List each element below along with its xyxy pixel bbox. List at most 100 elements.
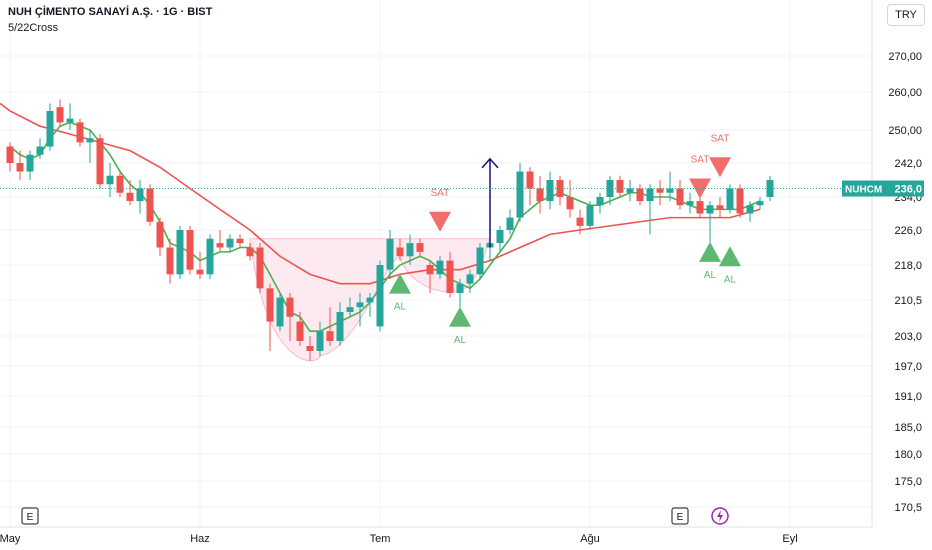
candle	[446, 251, 454, 298]
candle	[586, 201, 594, 230]
candle-body	[156, 221, 164, 248]
candle	[176, 225, 184, 279]
candle	[506, 209, 514, 235]
candle	[756, 197, 764, 210]
candle	[676, 180, 684, 210]
candle-body	[566, 197, 574, 210]
candle-body	[606, 180, 614, 197]
candle	[66, 103, 74, 130]
candle	[736, 184, 744, 218]
buy-signal-marker	[389, 273, 411, 294]
candle	[296, 312, 304, 346]
candle-body	[396, 247, 404, 257]
candle-body	[176, 230, 184, 275]
candle-body	[296, 321, 304, 341]
earnings-icon[interactable]: E	[671, 507, 689, 525]
candle	[606, 175, 614, 206]
candle	[416, 238, 424, 257]
candle	[336, 302, 344, 346]
candle-body	[276, 297, 284, 327]
candle-body	[436, 260, 444, 275]
candle-body	[736, 188, 744, 214]
candle	[56, 99, 64, 127]
candle-body	[526, 171, 534, 189]
candle-body	[546, 180, 554, 202]
candle	[746, 201, 754, 222]
candle-body	[726, 188, 734, 210]
earnings-icon[interactable]: E	[21, 507, 39, 525]
indicator-label[interactable]: 5/22Cross	[8, 22, 59, 34]
candle	[636, 184, 644, 206]
price-tick-label: 242,0	[894, 158, 922, 170]
candle	[236, 234, 244, 248]
candle-body	[376, 265, 384, 327]
candle	[306, 336, 314, 361]
candle-body	[656, 188, 664, 193]
candle-body	[106, 175, 114, 185]
candle	[86, 130, 94, 163]
candle	[186, 225, 194, 275]
lightning-icon[interactable]	[711, 507, 729, 525]
candle	[166, 238, 174, 284]
candle-body	[246, 247, 254, 257]
candle	[16, 150, 24, 180]
candle-body	[716, 205, 724, 210]
candle	[6, 142, 14, 172]
candle	[156, 217, 164, 257]
candle-body	[646, 188, 654, 202]
candle-body	[186, 230, 194, 270]
candle-body	[116, 175, 124, 193]
candle	[596, 192, 604, 214]
candle	[206, 234, 214, 279]
candle-body	[706, 205, 714, 214]
candle	[666, 171, 674, 202]
candle-body	[166, 247, 174, 275]
candle	[536, 175, 544, 214]
candle-body	[356, 302, 364, 308]
symbol-tag-symbol: NUHCM	[845, 185, 882, 196]
candle-body	[256, 247, 264, 289]
candle	[326, 307, 334, 346]
candle	[196, 251, 204, 279]
candle	[476, 243, 484, 279]
candle	[116, 171, 124, 197]
candle-body	[636, 188, 644, 202]
candle	[456, 279, 464, 308]
sell-signal-label: SAT	[691, 155, 710, 166]
candle	[566, 180, 574, 218]
sell-signal-label: SAT	[431, 188, 450, 199]
price-axis[interactable]: 270,00260,00250,00242,0234,0226,0218,021…	[888, 51, 922, 514]
candle-body	[346, 307, 354, 312]
candle-body	[316, 331, 324, 351]
currency-button[interactable]: TRY	[887, 4, 925, 26]
sell-signal-marker	[709, 157, 731, 178]
candle	[136, 180, 144, 214]
candle	[26, 150, 34, 180]
buy-signal-label: AL	[454, 335, 467, 346]
candlesticks	[6, 99, 774, 361]
earnings-badge-label: E	[27, 512, 34, 523]
candle-body	[536, 188, 544, 202]
candle	[266, 283, 274, 351]
candle	[276, 293, 284, 332]
time-tick-label: Eyl	[782, 533, 797, 545]
candle-body	[66, 118, 74, 123]
time-tick-label: Haz	[190, 533, 210, 545]
buy-signal-label: AL	[724, 274, 737, 285]
time-axis[interactable]: May Haz Tem Ağu Eyl	[0, 533, 798, 545]
candle-body	[146, 188, 154, 222]
candle-body	[496, 230, 504, 244]
candle-body	[266, 288, 274, 322]
candle-body	[196, 269, 204, 275]
buy-signal-label: AL	[704, 270, 717, 281]
candle-body	[336, 312, 344, 341]
candle	[496, 225, 504, 252]
candle-body	[216, 243, 224, 248]
candle-body	[26, 154, 34, 172]
price-tick-label: 175,0	[894, 476, 922, 488]
candle-body	[366, 297, 374, 303]
price-tick-label: 250,00	[888, 125, 922, 137]
